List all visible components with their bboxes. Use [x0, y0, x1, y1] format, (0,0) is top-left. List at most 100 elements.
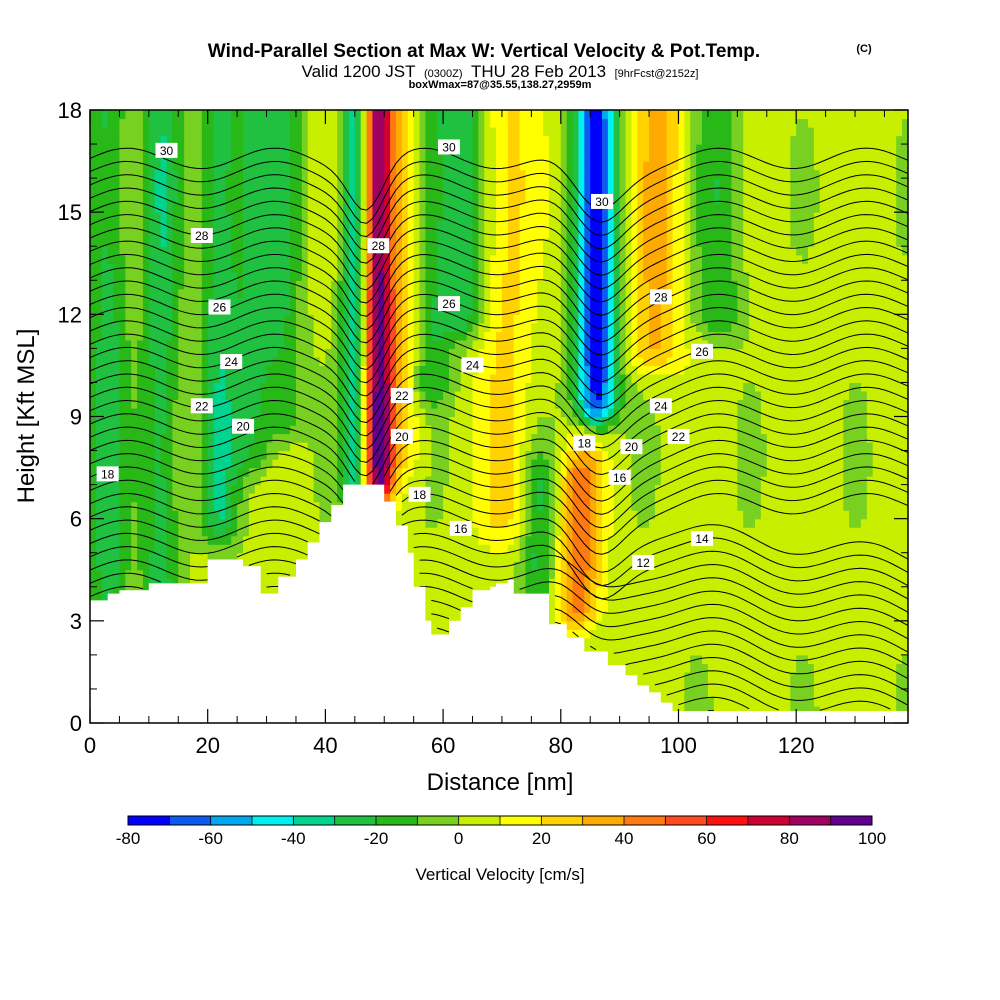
velocity-cell	[190, 135, 197, 145]
velocity-cell	[107, 237, 115, 247]
velocity-cell	[95, 348, 103, 358]
velocity-cell	[307, 169, 315, 179]
velocity-cell	[384, 118, 391, 128]
velocity-cell	[360, 237, 368, 247]
velocity-cell	[472, 339, 479, 349]
velocity-cell	[137, 322, 144, 332]
velocity-cell	[207, 212, 215, 222]
velocity-cell	[484, 425, 491, 435]
velocity-cell	[378, 178, 385, 188]
velocity-cell	[337, 365, 344, 375]
velocity-cell	[460, 552, 468, 562]
velocity-cell	[142, 178, 150, 188]
velocity-cell	[384, 416, 391, 426]
velocity-cell	[154, 373, 162, 384]
velocity-cell	[190, 390, 197, 401]
velocity-cell	[419, 442, 427, 452]
velocity-cell	[431, 365, 438, 375]
velocity-cell	[148, 152, 156, 162]
velocity-cell	[142, 322, 150, 332]
velocity-cell	[278, 127, 285, 137]
velocity-cell	[131, 501, 138, 511]
velocity-cell	[260, 407, 268, 418]
velocity-cell	[160, 407, 168, 418]
velocity-cell	[195, 118, 203, 128]
velocity-cell	[231, 178, 238, 188]
velocity-cell	[466, 178, 474, 188]
velocity-cell	[384, 161, 391, 171]
velocity-cell	[113, 135, 121, 145]
velocity-cell	[366, 110, 374, 120]
velocity-cell	[390, 135, 397, 145]
velocity-cell	[354, 271, 362, 281]
velocity-cell	[384, 254, 391, 264]
velocity-cell	[431, 407, 438, 418]
velocity-cell	[431, 135, 438, 145]
velocity-cell	[348, 144, 356, 154]
velocity-cell	[278, 416, 285, 426]
velocity-cell	[325, 314, 332, 324]
velocity-cell	[166, 356, 173, 367]
velocity-cell	[337, 246, 344, 256]
velocity-cell	[142, 373, 150, 384]
velocity-cell	[331, 314, 338, 324]
velocity-cell	[231, 450, 238, 460]
velocity-cell	[466, 467, 474, 477]
velocity-cell	[319, 390, 326, 401]
velocity-cell	[384, 476, 391, 486]
velocity-cell	[213, 161, 221, 171]
velocity-cell	[107, 501, 115, 511]
velocity-cell	[425, 305, 432, 315]
velocity-cell	[225, 552, 232, 562]
velocity-cell	[478, 195, 485, 205]
velocity-cell	[425, 220, 432, 230]
velocity-cell	[278, 339, 285, 349]
velocity-cell	[295, 331, 303, 341]
velocity-cell	[472, 195, 479, 205]
velocity-cell	[90, 518, 97, 528]
velocity-cell	[354, 161, 362, 171]
velocity-cell	[119, 356, 126, 367]
velocity-cell	[131, 450, 138, 460]
velocity-cell	[154, 186, 162, 196]
velocity-cell	[125, 322, 132, 332]
velocity-cell	[290, 484, 297, 494]
velocity-cell	[260, 203, 268, 213]
velocity-cell	[154, 110, 162, 120]
velocity-cell	[331, 144, 338, 154]
velocity-cell	[478, 314, 485, 324]
velocity-cell	[419, 527, 427, 537]
velocity-cell	[384, 365, 391, 375]
velocity-cell	[337, 254, 344, 264]
velocity-cell	[148, 305, 156, 315]
velocity-cell	[431, 305, 438, 315]
velocity-cell	[396, 331, 403, 341]
velocity-cell	[160, 186, 168, 196]
velocity-cell	[148, 203, 156, 213]
velocity-cell	[148, 169, 156, 179]
velocity-cell	[419, 501, 427, 511]
velocity-cell	[195, 501, 203, 511]
velocity-cell	[325, 178, 332, 188]
velocity-cell	[125, 229, 132, 239]
velocity-cell	[219, 382, 226, 392]
velocity-cell	[148, 535, 156, 545]
velocity-cell	[390, 110, 397, 120]
velocity-cell	[472, 152, 479, 162]
velocity-cell	[425, 518, 432, 528]
velocity-cell	[496, 578, 503, 588]
velocity-cell	[325, 348, 332, 358]
velocity-cell	[160, 229, 168, 239]
velocity-cell	[407, 161, 415, 171]
velocity-cell	[113, 229, 121, 239]
velocity-cell	[266, 569, 274, 579]
velocity-cell	[195, 161, 203, 171]
velocity-cell	[207, 450, 215, 460]
velocity-cell	[107, 390, 115, 401]
velocity-cell	[131, 305, 138, 315]
velocity-cell	[390, 178, 397, 188]
velocity-cell	[484, 186, 491, 196]
velocity-cell	[119, 169, 126, 179]
velocity-cell	[184, 186, 191, 196]
velocity-cell	[396, 152, 403, 162]
